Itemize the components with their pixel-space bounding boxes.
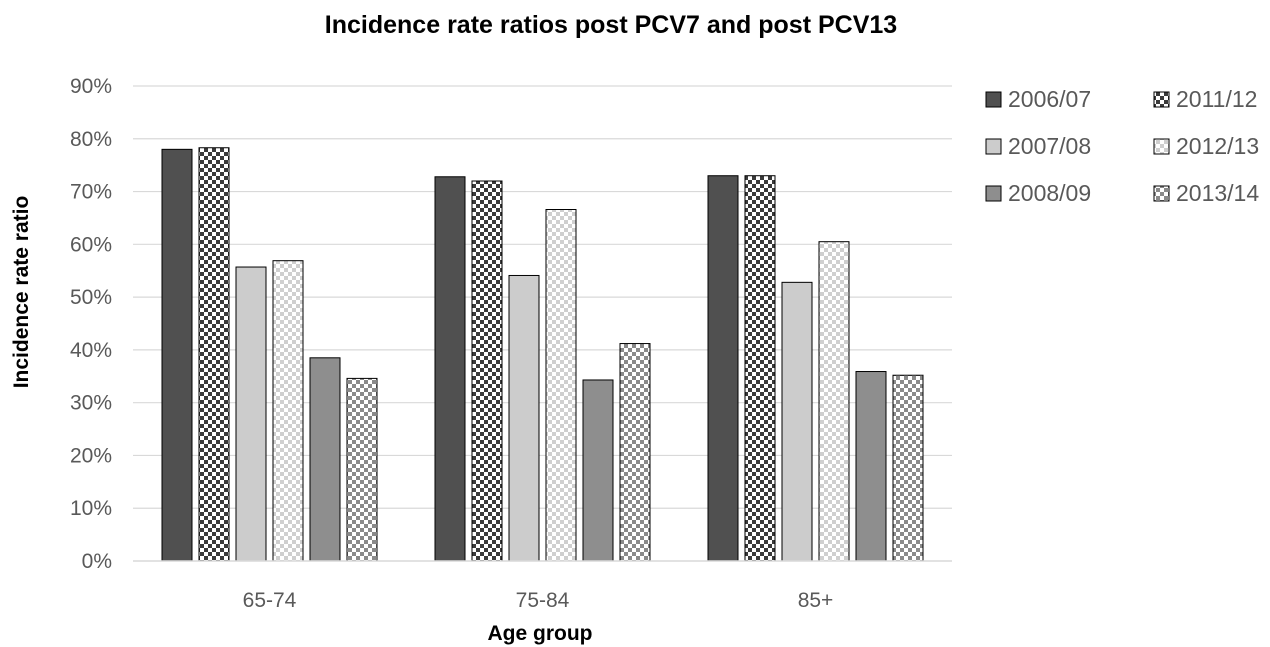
legend-label: 2013/14: [1176, 180, 1259, 206]
legend-label: 2012/13: [1176, 133, 1259, 159]
y-tick-label: 10%: [70, 497, 112, 520]
bar-85+-2006-07: [707, 175, 739, 562]
bars: [161, 147, 924, 562]
y-axis-title: Incidence rate ratio: [10, 196, 33, 389]
x-tick-label: 75-84: [516, 589, 570, 612]
y-axis-ticks: 0% 10% 20% 30% 40% 50% 60% 70% 80% 90%: [70, 75, 112, 573]
y-tick-label: 20%: [70, 444, 112, 467]
y-tick-label: 30%: [70, 392, 112, 415]
legend-swatch: [985, 91, 1002, 108]
bar-85+-2012-13: [818, 241, 850, 562]
legend-swatch: [985, 138, 1002, 155]
y-tick-label: 90%: [70, 75, 112, 98]
legend-label: 2007/08: [1008, 133, 1091, 159]
bar-85+-2008-09: [855, 371, 887, 562]
y-tick-label: 40%: [70, 339, 112, 362]
x-axis-ticks: 65-74 75-84 85+: [243, 589, 834, 612]
x-axis-title: Age group: [488, 622, 593, 645]
bar-65-74-2013-14: [346, 377, 378, 562]
y-tick-label: 60%: [70, 233, 112, 256]
bar-75-84-2013-14: [619, 343, 651, 562]
bar-65-74-2012-13: [272, 260, 304, 562]
bar-65-74-2008-09: [309, 357, 341, 562]
legend-swatch: [985, 185, 1002, 202]
legend-swatch: [1153, 138, 1170, 155]
legend-label: 2006/07: [1008, 86, 1091, 112]
y-tick-label: 70%: [70, 181, 112, 204]
bar-65-74-2006-07: [161, 148, 193, 562]
bar-75-84-2011-12: [471, 180, 503, 562]
bar-85+-2007-08: [781, 281, 813, 562]
y-tick-label: 80%: [70, 128, 112, 151]
x-tick-label: 85+: [798, 589, 834, 612]
x-tick-label: 65-74: [243, 589, 297, 612]
legend: 2006/07 2011/12 2007/08 2012/13 2008/09 2013/…: [985, 86, 1259, 206]
bar-85+-2013-14: [892, 374, 924, 562]
legend-swatch: [1153, 91, 1170, 108]
legend-swatch: [1153, 185, 1170, 202]
legend-label: 2008/09: [1008, 180, 1091, 206]
y-tick-label: 50%: [70, 286, 112, 309]
bar-75-84-2007-08: [508, 274, 540, 562]
bar-65-74-2011-12: [198, 147, 230, 562]
gridlines: [133, 85, 952, 509]
bar-75-84-2006-07: [434, 176, 466, 562]
bar-65-74-2007-08: [235, 266, 267, 562]
bar-75-84-2008-09: [582, 379, 614, 562]
bar-75-84-2012-13: [545, 209, 577, 562]
y-tick-label: 0%: [82, 550, 112, 573]
chart-title: Incidence rate ratios post PCV7 and post…: [325, 11, 897, 39]
bar-85+-2011-12: [744, 175, 776, 562]
legend-label: 2011/12: [1176, 86, 1257, 112]
